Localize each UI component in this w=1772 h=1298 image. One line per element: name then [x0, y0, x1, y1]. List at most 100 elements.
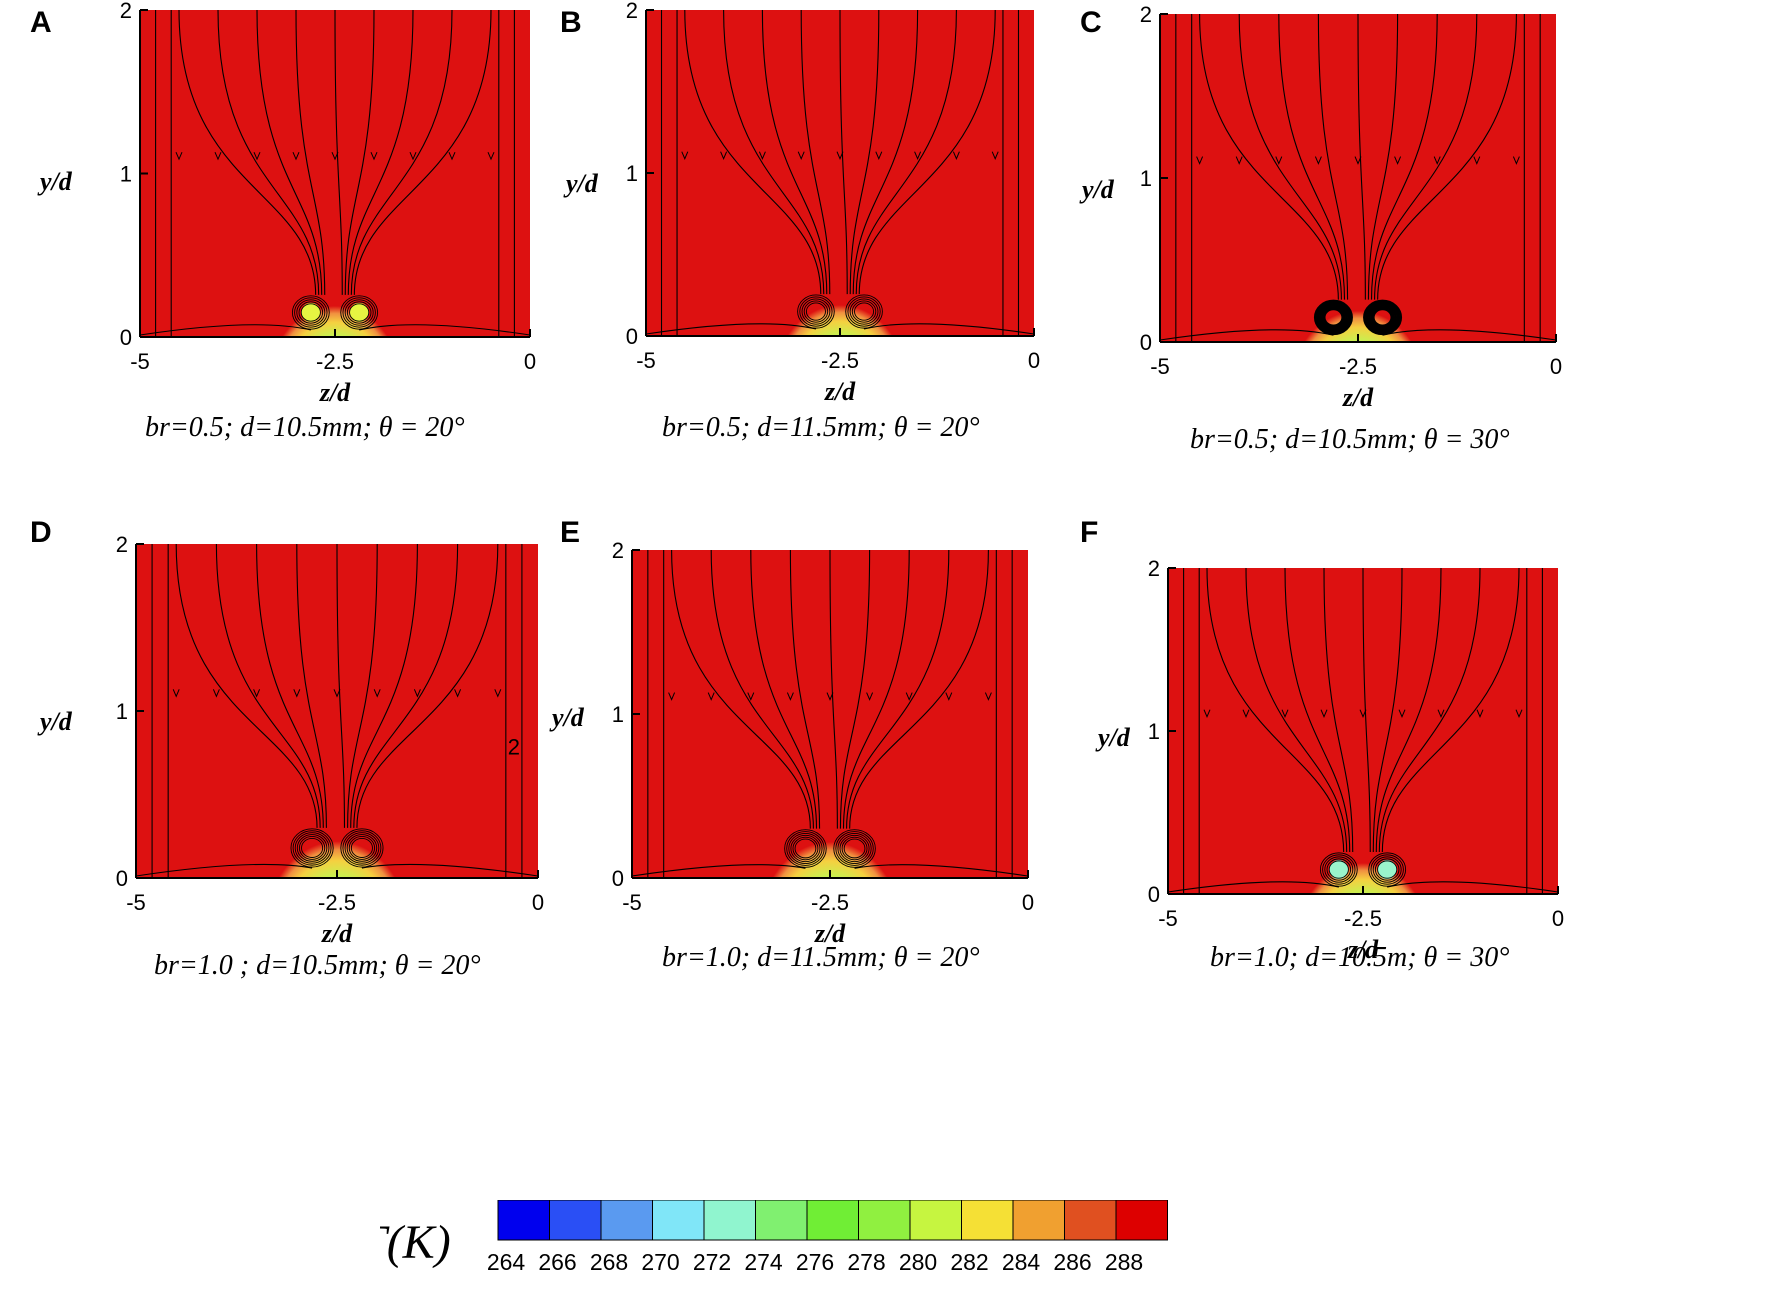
x-axis-label: z/d — [1347, 935, 1379, 964]
x-axis-label: z/d — [814, 919, 846, 948]
colorbar-swatch — [1012, 1200, 1065, 1241]
panel-letter: E — [560, 516, 581, 549]
colorbar-swatch — [961, 1200, 1014, 1241]
panel-b: B 0 1 2 -5 -2.5 0 y/d z/d br=0.5; d=11.5mm; θ =… — [550, 0, 1110, 460]
colorbar-swatch — [703, 1200, 756, 1241]
y-tick-label: 2 — [120, 0, 132, 23]
x-tick-label: 0 — [1028, 348, 1040, 373]
colorbar-tick-label: 286 — [1053, 1249, 1091, 1275]
panel-c: C 0 1 2 -5 -2.5 0 y/d z/d br=0.5; d=10.5mm; θ =… — [1070, 0, 1630, 460]
streamlines — [1168, 568, 1558, 894]
colorbar-tick-label: 282 — [950, 1249, 988, 1275]
colorbar-swatch — [1064, 1200, 1117, 1241]
x-tick-label: 0 — [524, 349, 536, 374]
x-tick-label: 0 — [1552, 906, 1564, 931]
x-axis-label: z/d — [319, 378, 351, 407]
y-tick-label: 0 — [1148, 882, 1160, 907]
coolant-jet-region — [770, 805, 890, 878]
contour-plot: 0 1 2 -5 -2.5 0 y/d z/d — [1095, 556, 1564, 964]
panel-caption: br=0.5; d=10.5mm; θ = 20° — [145, 412, 465, 443]
y-tick-label: 0 — [120, 325, 132, 350]
colorbar-tick-label: 264 — [487, 1249, 526, 1275]
streamlines — [646, 10, 1034, 336]
panel-letter: B — [560, 6, 582, 39]
x-tick-label: 0 — [1022, 890, 1034, 915]
x-tick-label: -2.5 — [1339, 354, 1377, 379]
colorbar-swatch — [549, 1200, 602, 1241]
panel-a: A 0 1 2 -5 -2.5 0 y/d z/d br=0.5; d=10.5mm; θ =… — [20, 0, 580, 460]
x-tick-label: -2.5 — [318, 890, 356, 915]
coolant-jet-region — [785, 274, 895, 336]
x-tick-label: 0 — [1550, 354, 1562, 379]
colorbar-swatch — [652, 1200, 705, 1241]
contour-plot: 0 1 2 -5 -2.5 0 y/d z/d — [37, 0, 536, 407]
y-axis-label: y/d — [37, 707, 73, 736]
colorbar-swatch — [755, 1200, 808, 1241]
x-tick-label: -2.5 — [811, 890, 849, 915]
vortex — [1319, 852, 1358, 887]
y-tick-label: 1 — [120, 162, 132, 187]
colorbar-title: T(K) — [380, 1216, 451, 1269]
colorbar-tick-label: 266 — [538, 1249, 576, 1275]
vortex — [784, 829, 827, 868]
panel-d: D 0 1 2 -5 -2.5 0 y/d z/d 2 br=1.0 ; d=10.5mm; θ… — [20, 510, 580, 981]
x-tick-label: -5 — [130, 349, 150, 374]
vortex — [1363, 299, 1403, 336]
colorbar-tick-label: 280 — [899, 1249, 937, 1275]
y-tick-label: 1 — [626, 161, 638, 186]
colorbar-swatch — [858, 1200, 911, 1241]
y-tick-label: 0 — [116, 866, 128, 891]
y-tick-label: 2 — [626, 0, 638, 23]
y-axis-label: y/d — [563, 169, 599, 198]
contour-plot: 0 1 2 -5 -2.5 0 y/d z/d 2 — [37, 532, 544, 948]
x-tick-label: -5 — [1158, 906, 1178, 931]
y-tick-label: 2 — [116, 532, 128, 557]
x-tick-label: 0 — [532, 890, 544, 915]
coolant-jet-region — [276, 804, 398, 878]
panel-letter: F — [1080, 516, 1099, 549]
vortex — [290, 828, 334, 868]
y-axis-label: y/d — [37, 167, 73, 196]
y-tick-label: 1 — [1140, 166, 1152, 191]
colorbar-tick-label: 284 — [1002, 1249, 1041, 1275]
colorbar-tick-label: 274 — [744, 1249, 783, 1275]
colorbar-tick-label: 268 — [590, 1249, 628, 1275]
panel-f: F 0 1 2 -5 -2.5 0 y/d z/d br=1.0; d=10.5m; θ = … — [1070, 510, 1630, 973]
x-axis-label: z/d — [321, 919, 353, 948]
contour-plot: 0 1 2 -5 -2.5 0 y/d z/d — [563, 0, 1040, 406]
y-tick-label: 0 — [1140, 330, 1152, 355]
streamlines — [140, 10, 530, 337]
y-axis-label: y/d — [1079, 175, 1115, 204]
contour-plot: 0 1 2 -5 -2.5 0 y/d z/d — [549, 538, 1034, 948]
panel-letter: D — [30, 516, 52, 549]
streamlines — [1160, 14, 1556, 342]
contour-plot: 0 1 2 -5 -2.5 0 y/d z/d — [1079, 2, 1562, 412]
y-tick-label: 1 — [116, 699, 128, 724]
vortex — [797, 294, 835, 329]
y-axis-label: y/d — [549, 703, 585, 732]
x-tick-label: -5 — [636, 348, 656, 373]
colorbar-tick-label: 276 — [796, 1249, 834, 1275]
panel-letter: C — [1080, 6, 1102, 39]
x-tick-label: -5 — [1150, 354, 1170, 379]
colorbar-swatch — [1115, 1200, 1168, 1241]
colorbar-swatch — [909, 1200, 962, 1241]
colorbar-tick-label: 272 — [693, 1249, 731, 1275]
vortex — [340, 828, 384, 868]
panel-e: E 0 1 2 -5 -2.5 0 y/d z/d br=1.0; d=11.5mm; θ =… — [549, 510, 1110, 973]
panel-caption: br=0.5; d=11.5mm; θ = 20° — [662, 412, 980, 443]
vortex — [845, 294, 883, 329]
panel-caption: br=1.0 ; d=10.5mm; θ = 20° — [154, 950, 481, 981]
vortex — [1368, 852, 1407, 887]
panel-letter: A — [30, 6, 52, 39]
x-axis-label: z/d — [824, 377, 856, 406]
streamlines — [136, 544, 538, 878]
x-tick-label: -2.5 — [1344, 906, 1382, 931]
x-tick-label: -5 — [126, 890, 146, 915]
colorbar-tick-label: 288 — [1105, 1249, 1143, 1275]
vortex — [1313, 299, 1353, 336]
colorbar-swatch — [600, 1200, 653, 1241]
temperature-colorbar: T(K) 264 266 268 270 272 274 276 278 280 282 284 286… — [380, 1200, 1168, 1275]
y-tick-label: 0 — [626, 324, 638, 349]
x-axis-label: z/d — [1342, 383, 1374, 412]
